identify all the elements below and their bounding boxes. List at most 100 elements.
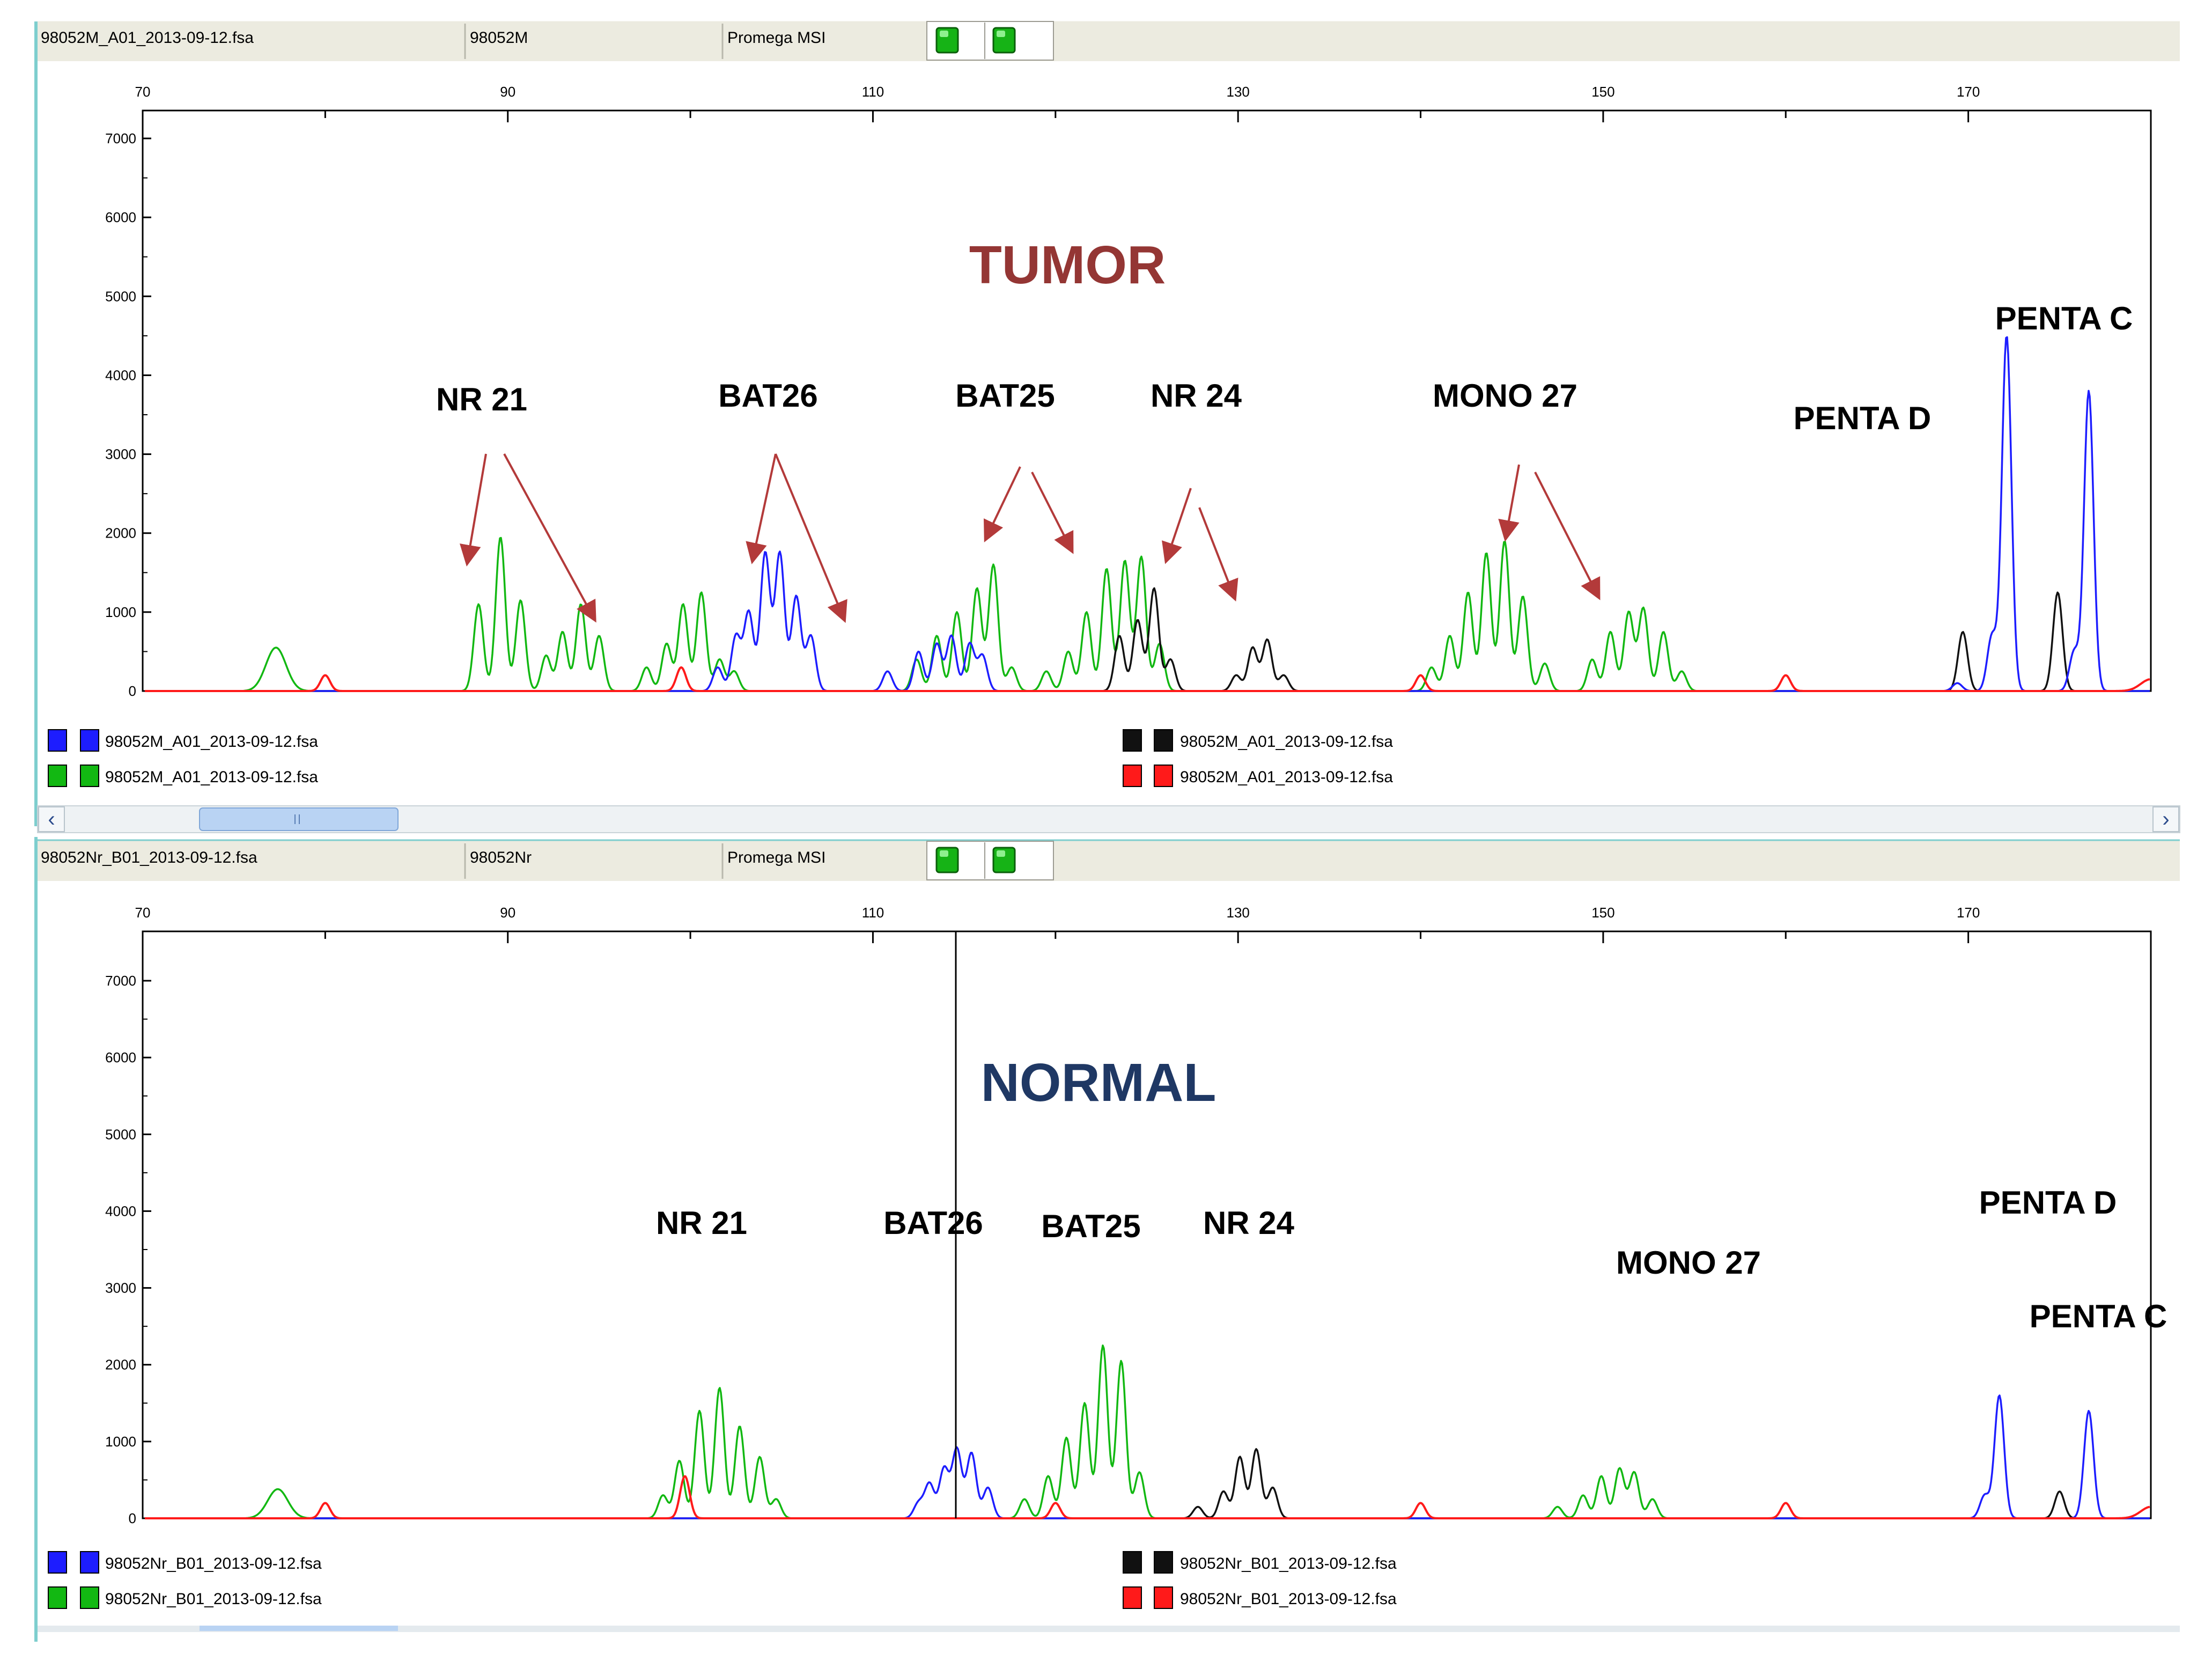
normal-legend-green-swatch-1[interactable] <box>48 1586 67 1609</box>
y-tick-label: 4000 <box>105 367 136 383</box>
x-tick-label: 170 <box>1957 905 1980 921</box>
tumor-legend-red-file: 98052M_A01_2013-09-12.fsa <box>1180 768 1393 786</box>
y-tick-label: 3000 <box>105 1280 136 1296</box>
normal-axis-ticks: 70 90 110 130 150 170 0 1000 2000 3000 4000 5000 600… <box>105 905 2152 1526</box>
normal-scrollbar-edge[interactable] <box>38 1626 2180 1632</box>
normal-label-penta-c: PENTA C <box>2030 1298 2167 1334</box>
normal-legend-blue-swatch-2[interactable] <box>80 1551 99 1574</box>
tumor-label-bat25: BAT25 <box>955 378 1055 414</box>
tumor-legend-green-swatch-2[interactable] <box>80 765 99 787</box>
tumor-label-penta-c: PENTA C <box>1995 300 2133 336</box>
annotation-arrow <box>1162 488 1192 564</box>
normal-legend-black-swatch-2[interactable] <box>1154 1551 1173 1574</box>
x-tick-label: 150 <box>1591 905 1614 921</box>
annotation-arrow <box>984 466 1021 542</box>
tumor-panel-name: Promega MSI <box>727 29 825 47</box>
tumor-legend-black-swatch-1[interactable] <box>1123 729 1142 752</box>
y-tick-label: 5000 <box>105 288 136 304</box>
tumor-horizontal-scrollbar[interactable]: ‹ › <box>37 805 2180 833</box>
tumor-panel: 98052M_A01_2013-09-12.fsa 98052M Promega… <box>37 19 2180 833</box>
tumor-plot: 70 90 110 130 150 170 0 1000 2000 3000 4000 5000 600… <box>105 84 2152 699</box>
tumor-annotation-arrows <box>460 453 1601 623</box>
green-channel-trace <box>145 537 2150 692</box>
tumor-header-bg <box>38 20 2180 61</box>
tumor-legend-red-swatch-1[interactable] <box>1123 765 1142 787</box>
normal-legend-black-swatch-1[interactable] <box>1123 1551 1142 1574</box>
normal-legend-blue-swatch-1[interactable] <box>48 1551 67 1574</box>
tumor-legend-blue-swatch-1[interactable] <box>48 729 67 752</box>
normal-toggle-buttons[interactable] <box>926 841 1054 880</box>
normal-legend-red-swatch-1[interactable] <box>1123 1586 1142 1609</box>
tumor-green-toggle-1-shine <box>940 31 948 37</box>
tumor-legend-green-swatch-1[interactable] <box>48 765 67 787</box>
black-channel-trace <box>145 587 2150 692</box>
normal-label-nr21: NR 21 <box>656 1205 747 1241</box>
window-left-border <box>34 21 38 826</box>
tumor-axis-ticks: 70 90 110 130 150 170 0 1000 2000 3000 4000 5000 600… <box>105 84 2152 699</box>
tumor-label-nr24: NR 24 <box>1151 378 1242 414</box>
normal-scrollbar-track-edge[interactable] <box>38 1626 2180 1632</box>
chevron-right-icon: › <box>2162 807 2169 831</box>
normal-legend-green-swatch-2[interactable] <box>80 1586 99 1609</box>
y-tick-label: 1000 <box>105 1434 136 1450</box>
scroll-right-button[interactable] <box>2152 806 2179 832</box>
annotation-arrow <box>503 453 596 623</box>
annotation-arrow <box>460 453 487 567</box>
normal-panel: 98052Nr_B01_2013-09-12.fsa 98052Nr Prome… <box>38 839 2180 1632</box>
y-tick-label: 7000 <box>105 130 136 146</box>
x-tick-label: 70 <box>135 84 151 100</box>
window-left-border-lower <box>34 837 38 1642</box>
tumor-label-mono27: MONO 27 <box>1433 378 1577 414</box>
normal-green-toggle-2-shine <box>997 850 1005 857</box>
blue-channel-trace <box>145 1394 2150 1519</box>
tumor-legend-green-file: 98052M_A01_2013-09-12.fsa <box>105 768 318 786</box>
tumor-legend-black-swatch-2[interactable] <box>1154 729 1173 752</box>
normal-scroll-thumb-edge[interactable] <box>200 1626 398 1631</box>
scroll-left-button[interactable] <box>38 806 65 832</box>
tumor-label-penta-d: PENTA D <box>1794 400 1931 436</box>
x-tick-label: 170 <box>1957 84 1980 100</box>
tumor-legend-blue-file: 98052M_A01_2013-09-12.fsa <box>105 733 318 751</box>
tumor-legend-blue-swatch-2[interactable] <box>80 729 99 752</box>
tumor-toggle-buttons[interactable] <box>926 21 1054 61</box>
y-tick-label: 6000 <box>105 1049 136 1066</box>
x-tick-label: 90 <box>500 905 515 921</box>
normal-legend-black-file: 98052Nr_B01_2013-09-12.fsa <box>1180 1555 1397 1573</box>
y-tick-label: 4000 <box>105 1203 136 1219</box>
x-tick-label: 110 <box>862 905 884 921</box>
y-tick-label: 0 <box>129 683 136 699</box>
tumor-legend-red-swatch-2[interactable] <box>1154 765 1173 787</box>
normal-green-toggle-1-shine <box>940 850 948 857</box>
annotation-arrow <box>1498 464 1520 542</box>
normal-legend-green-file: 98052Nr_B01_2013-09-12.fsa <box>105 1590 322 1608</box>
tumor-label-nr21: NR 21 <box>436 381 527 417</box>
tumor-green-toggle-2-shine <box>997 31 1005 37</box>
annotation-arrow <box>746 453 777 564</box>
y-tick-label: 5000 <box>105 1126 136 1142</box>
y-tick-label: 3000 <box>105 446 136 462</box>
chevron-left-icon: ‹ <box>48 807 55 831</box>
x-tick-label: 150 <box>1591 84 1614 100</box>
annotation-arrow <box>1534 472 1601 600</box>
normal-header-bg <box>38 840 2180 881</box>
normal-sample-name: 98052Nr <box>470 849 532 866</box>
x-tick-label: 110 <box>862 84 884 100</box>
normal-legend-red-swatch-2[interactable] <box>1154 1586 1173 1609</box>
tumor-traces <box>145 336 2150 692</box>
normal-title: NORMAL <box>981 1053 1216 1113</box>
y-tick-label: 2000 <box>105 525 136 541</box>
tumor-file-name: 98052M_A01_2013-09-12.fsa <box>41 29 254 47</box>
x-tick-label: 130 <box>1226 84 1249 100</box>
normal-panel-name: Promega MSI <box>727 849 825 866</box>
annotation-arrow <box>1031 472 1074 554</box>
tumor-sample-name: 98052M <box>470 29 528 47</box>
normal-plot-frame <box>142 930 2152 1519</box>
x-tick-label: 130 <box>1226 905 1249 921</box>
tumor-header-bar: 98052M_A01_2013-09-12.fsa 98052M Promega… <box>38 19 2180 61</box>
normal-label-penta-d: PENTA D <box>1979 1185 2117 1221</box>
tumor-title: TUMOR <box>969 235 1166 295</box>
normal-label-nr24: NR 24 <box>1203 1205 1295 1241</box>
tumor-legend: 98052M_A01_2013-09-12.fsa 98052M_A01_201… <box>48 729 1393 787</box>
normal-label-bat26: BAT26 <box>883 1205 983 1241</box>
y-tick-label: 6000 <box>105 209 136 225</box>
